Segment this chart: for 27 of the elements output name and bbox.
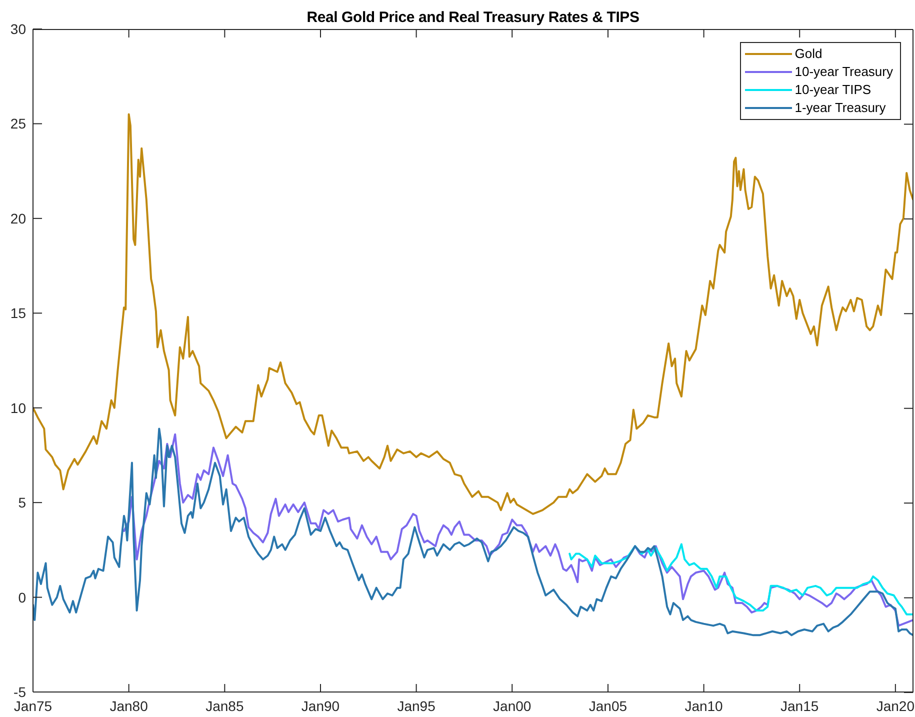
x-tick-label: Jan75 — [14, 698, 52, 714]
y-tick-label: 30 — [10, 20, 26, 37]
y-tick-label: 15 — [10, 305, 26, 322]
x-tick-label: Jan00 — [493, 698, 532, 714]
chart-title: Real Gold Price and Real Treasury Rates & TIPS — [306, 9, 640, 26]
x-tick-label: Jan20 — [876, 698, 915, 714]
x-tick-label: Jan85 — [206, 698, 244, 714]
legend-label: Gold — [794, 45, 822, 63]
x-tick-label: Jan80 — [110, 698, 148, 714]
y-tick-label: 20 — [10, 210, 26, 226]
x-tick-label: Jan15 — [780, 698, 819, 714]
x-tick-label: Jan05 — [588, 698, 628, 714]
y-tick-label: 25 — [10, 116, 26, 132]
x-tick-label: Jan90 — [301, 698, 340, 714]
y-tick-label: 5 — [18, 494, 26, 511]
legend-label: 10-year Treasury — [794, 63, 893, 81]
line-series — [122, 433, 913, 627]
y-tick-label: -5 — [14, 684, 26, 700]
line-series — [33, 428, 913, 636]
line-series — [568, 543, 913, 616]
legend-label: 1-year Treasury — [794, 99, 886, 117]
legend-label: 10-year TIPS — [794, 81, 872, 99]
y-tick-label: 10 — [10, 400, 26, 416]
line-series — [33, 113, 913, 515]
x-tick-label: Jan95 — [397, 698, 436, 714]
y-tick-label: 0 — [18, 589, 26, 606]
x-tick-label: Jan10 — [684, 698, 724, 714]
